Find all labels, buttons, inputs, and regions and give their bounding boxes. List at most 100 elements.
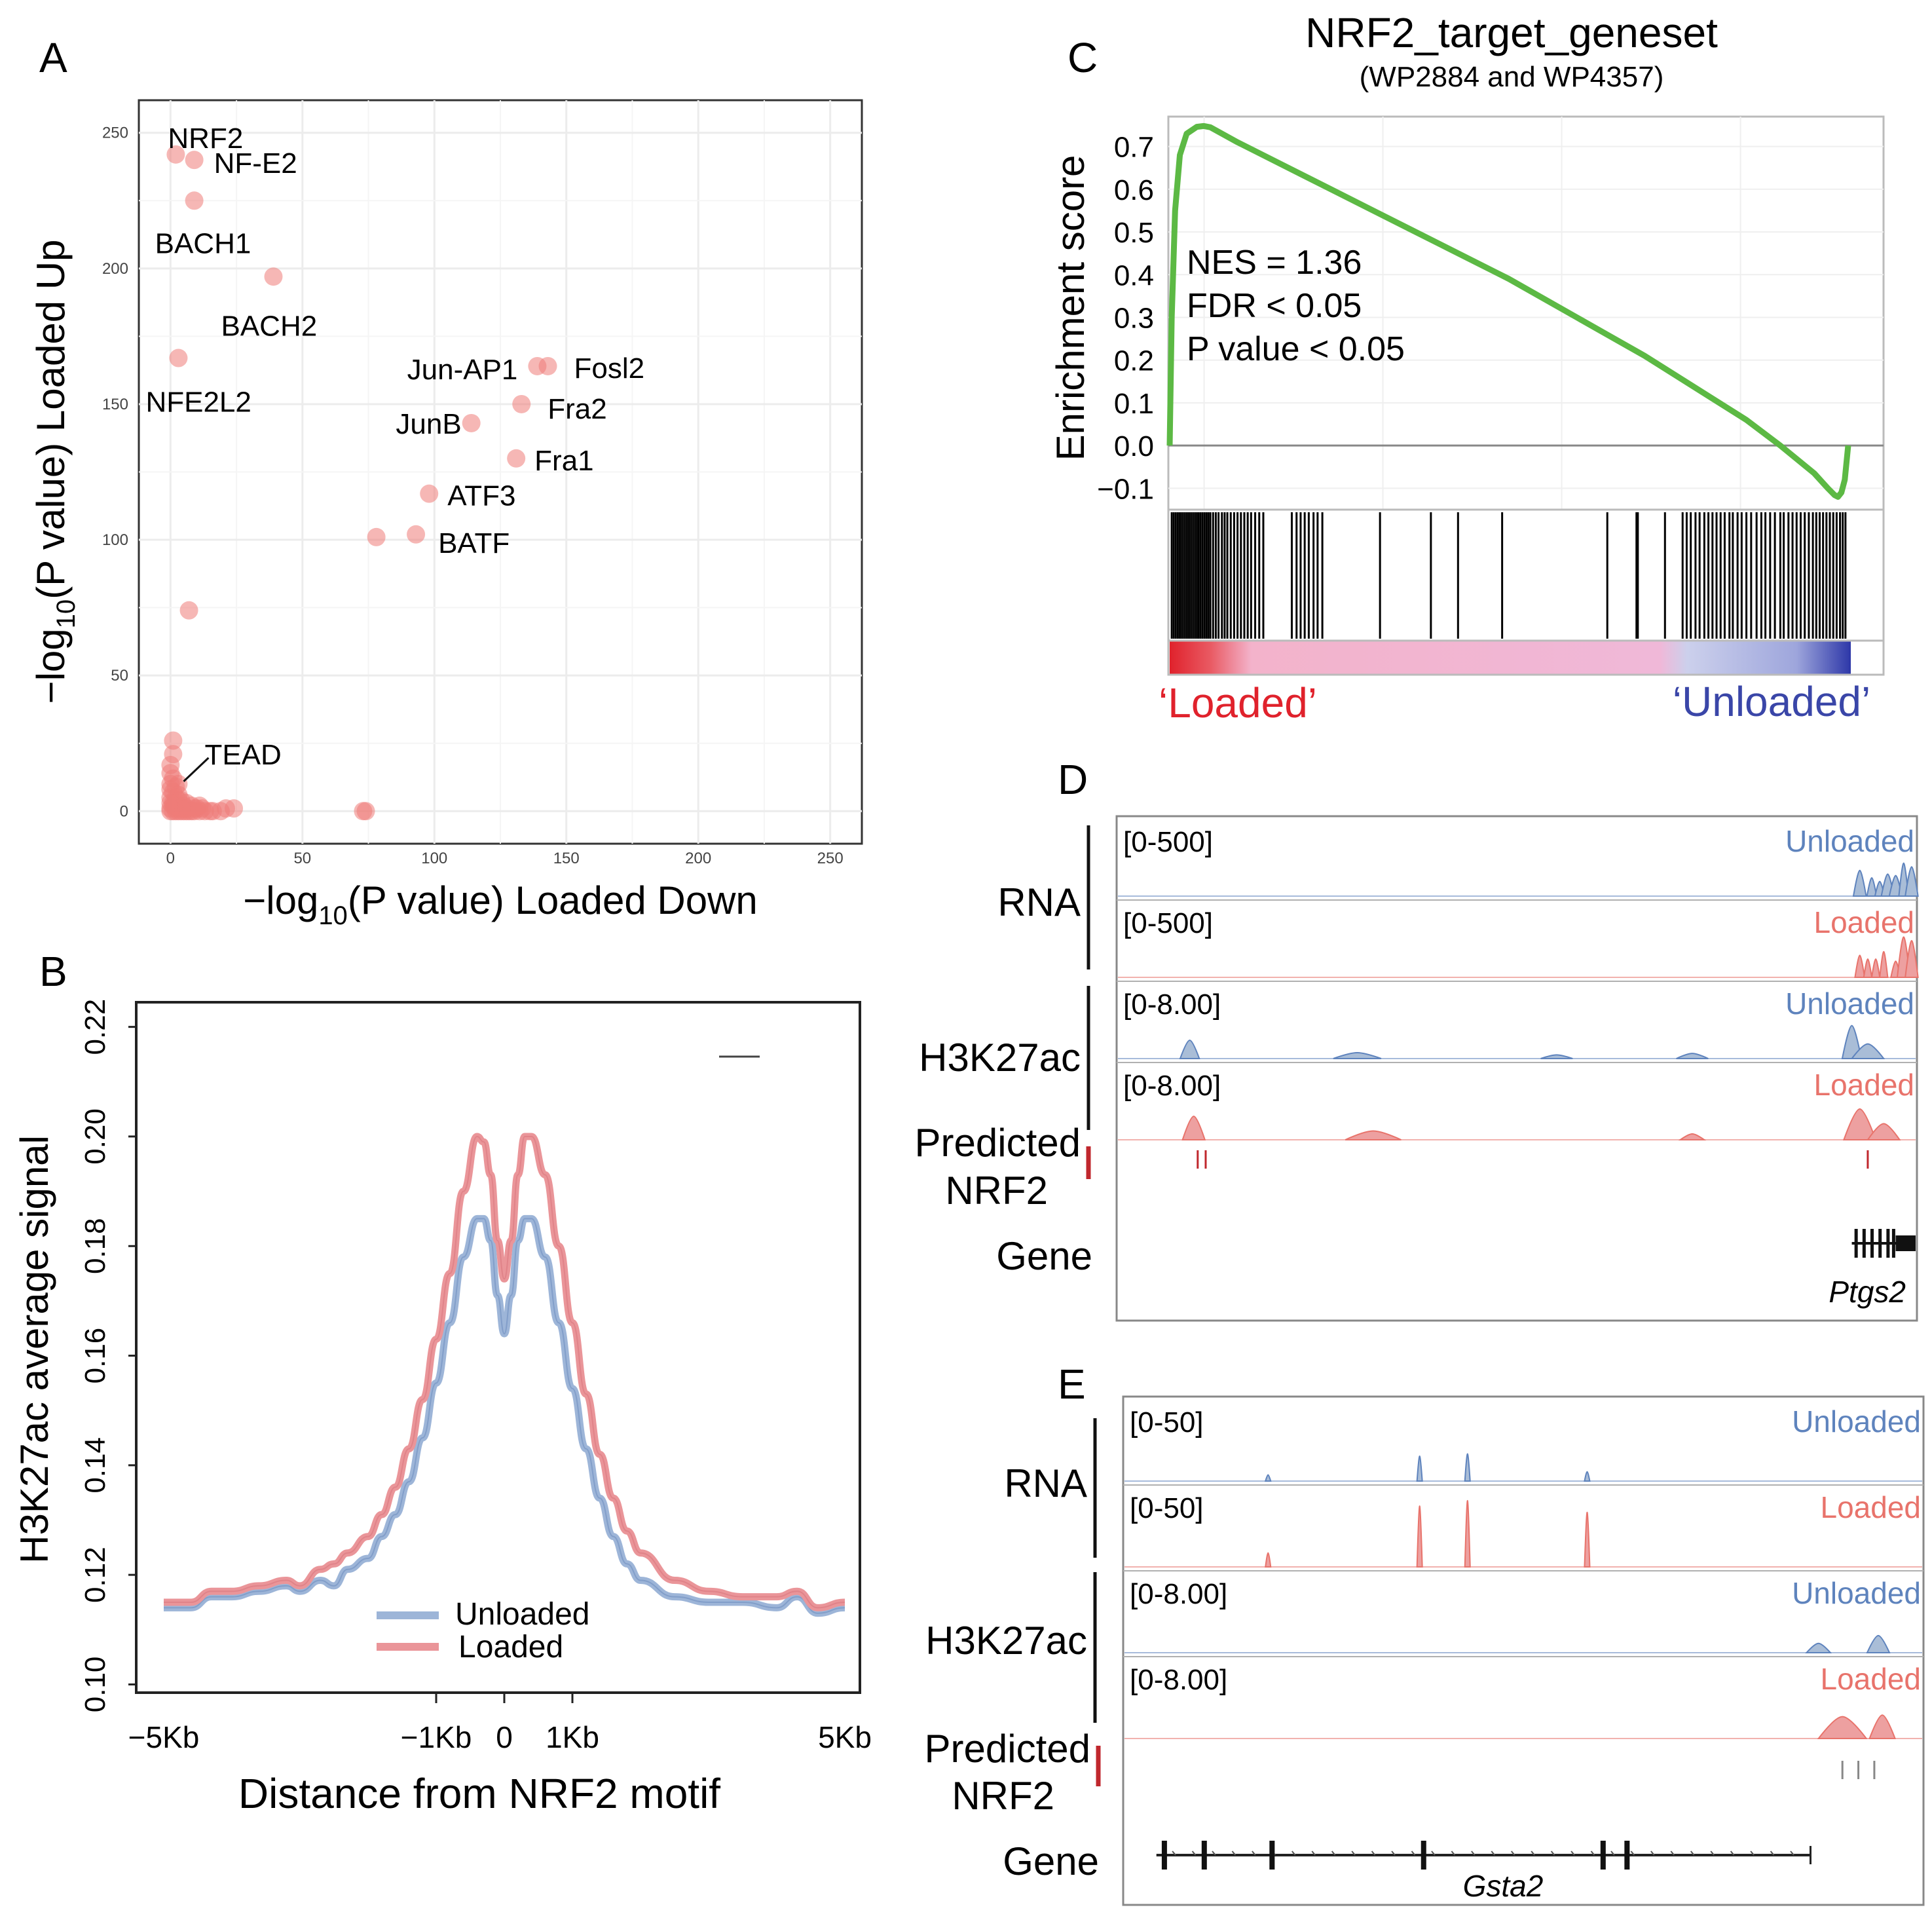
point-label: BACH2 xyxy=(221,310,317,342)
y-tick-label: 0.22 xyxy=(79,999,111,1055)
strand-chevron xyxy=(1690,1851,1695,1856)
track-sample-label: Unloaded xyxy=(1785,824,1914,858)
signal-peak xyxy=(1464,1453,1471,1482)
signal-peak xyxy=(1678,1133,1707,1140)
profile-lines xyxy=(163,1133,845,1617)
panel-letter-c: C xyxy=(1068,34,1098,81)
loaded-end-label: ‘Loaded’ xyxy=(1159,679,1317,726)
y-tick-label: 0.18 xyxy=(79,1218,111,1274)
signal-peak xyxy=(1264,1474,1272,1482)
y-tick-label: 0.12 xyxy=(79,1547,111,1603)
strand-chevron xyxy=(1391,1851,1396,1856)
h3k27ac-group-label: H3K27ac xyxy=(919,1036,1081,1080)
signal-peak xyxy=(1863,958,1873,978)
point-label: BACH1 xyxy=(155,227,251,259)
x-tick-label: 5Kb xyxy=(818,1720,872,1754)
signal-peak xyxy=(1540,1054,1573,1059)
rna-group-label: RNA xyxy=(1004,1461,1087,1505)
gene-exon xyxy=(1891,1229,1895,1258)
signal-peak xyxy=(1879,950,1889,978)
signal-peak xyxy=(1841,1025,1863,1059)
strand-chevron xyxy=(1191,1851,1197,1856)
scatter-tick-labels: 0 50 100 150 200 250 0 50 100 150 200 250 xyxy=(102,124,844,867)
gene-exon xyxy=(1886,1229,1890,1258)
x-tick-label: 250 xyxy=(817,850,844,867)
panel-letter-b: B xyxy=(39,948,67,995)
signal-peak xyxy=(1464,1499,1471,1568)
x-tick-label: 100 xyxy=(421,850,447,867)
gene-utr xyxy=(1895,1235,1916,1251)
gene-model xyxy=(1851,1229,1916,1258)
scatter-gridlines xyxy=(139,100,862,844)
profile-line-core-loaded xyxy=(164,1135,845,1609)
profile-legend: Unloaded Loaded xyxy=(377,1597,590,1664)
signal-peak xyxy=(1850,1043,1886,1059)
signal-peak xyxy=(1867,1123,1901,1140)
gene-model xyxy=(1156,1841,1811,1870)
genome-browser-frame xyxy=(1115,815,1918,1322)
x-tick-label: 1Kb xyxy=(546,1720,599,1754)
y-tick-label: 250 xyxy=(102,124,128,142)
y-tick-label: 0.7 xyxy=(1114,132,1154,164)
strand-chevron xyxy=(1710,1851,1715,1856)
predicted-label: Predicted xyxy=(925,1727,1090,1771)
gene-exon xyxy=(1421,1841,1426,1870)
gene-exon xyxy=(1201,1841,1207,1870)
y-tick-label: 0.2 xyxy=(1114,345,1154,377)
panel-a: A 0 50 100 150 200 250 0 50 100 150 200 250 NRF2NF-… xyxy=(29,34,863,930)
strand-chevron xyxy=(1351,1851,1356,1856)
y-axis-label: Enrichment score xyxy=(1049,155,1092,461)
legend-label-unloaded: Unloaded xyxy=(455,1597,590,1632)
signal-peak xyxy=(1904,939,1919,978)
y-tick-label: 150 xyxy=(102,396,128,413)
strand-chevron xyxy=(1331,1851,1336,1856)
nrf2-label: NRF2 xyxy=(945,1169,1048,1213)
strand-chevron xyxy=(1531,1851,1535,1856)
y-tick-label: 0.3 xyxy=(1114,303,1154,335)
profile-plot-frame xyxy=(135,1001,861,1694)
signal-peak xyxy=(1805,1642,1832,1653)
enrichment-tick-labels: −0.1 0.0 0.1 0.2 0.3 0.4 0.5 0.6 0.7 xyxy=(1097,132,1154,506)
point-label: Fra2 xyxy=(548,393,606,425)
point-label: NF-E2 xyxy=(214,147,297,179)
track-range: [0-500] xyxy=(1123,907,1213,939)
x-tick-label: 0 xyxy=(496,1720,513,1754)
y-tick-label: 200 xyxy=(102,260,128,278)
labeled-scatter-point xyxy=(185,191,204,210)
signal-peak xyxy=(1870,958,1881,978)
strand-chevron xyxy=(1212,1851,1216,1856)
strand-chevron xyxy=(1730,1851,1735,1856)
labeled-scatter-point xyxy=(169,348,188,367)
signal-peak xyxy=(1817,1716,1868,1739)
ranked-list-frame xyxy=(1167,639,1885,676)
panel-b: B 0.10 0.12 0.14 0.16 0.18 0.20 0.22 −5Kb −1Kb 0 1… xyxy=(12,948,872,1817)
panel-letter-d: D xyxy=(1058,756,1088,803)
gene-exon xyxy=(1269,1841,1275,1870)
y-tick-label: 0.1 xyxy=(1114,388,1154,420)
x-axis-label: −log10(P value) Loaded Down xyxy=(243,878,758,930)
gsea-subtitle: (WP2884 and WP4357) xyxy=(1360,61,1664,93)
track-sample-label: Unloaded xyxy=(1792,1404,1921,1438)
y-tick-label: 0.0 xyxy=(1114,430,1154,462)
labeled-scatter-point xyxy=(185,151,204,170)
gene-exon xyxy=(1624,1841,1630,1870)
track-range: [0-50] xyxy=(1130,1406,1204,1438)
gene-exon xyxy=(1878,1229,1882,1258)
strand-chevron xyxy=(1491,1851,1496,1856)
y-tick-label: 0.10 xyxy=(79,1657,111,1713)
nrf2-label: NRF2 xyxy=(952,1774,1054,1818)
labeled-scatter-point xyxy=(462,413,481,432)
strand-chevron xyxy=(1570,1851,1575,1856)
signal-peak xyxy=(1179,1039,1200,1059)
scatter-point xyxy=(179,601,198,620)
panel-e: E [0-50] Unloaded [0-50] Loaded [0-8.00] Unlo… xyxy=(925,1361,1925,1906)
pvalue-stat: P value < 0.05 xyxy=(1187,330,1405,368)
strand-chevron xyxy=(1630,1851,1635,1856)
hit-barcode-frame xyxy=(1167,508,1885,642)
y-tick-label: 0 xyxy=(120,802,128,820)
gene-group-label: Gene xyxy=(1003,1839,1099,1883)
strand-chevron xyxy=(1770,1851,1775,1856)
strand-chevron xyxy=(1610,1851,1615,1856)
